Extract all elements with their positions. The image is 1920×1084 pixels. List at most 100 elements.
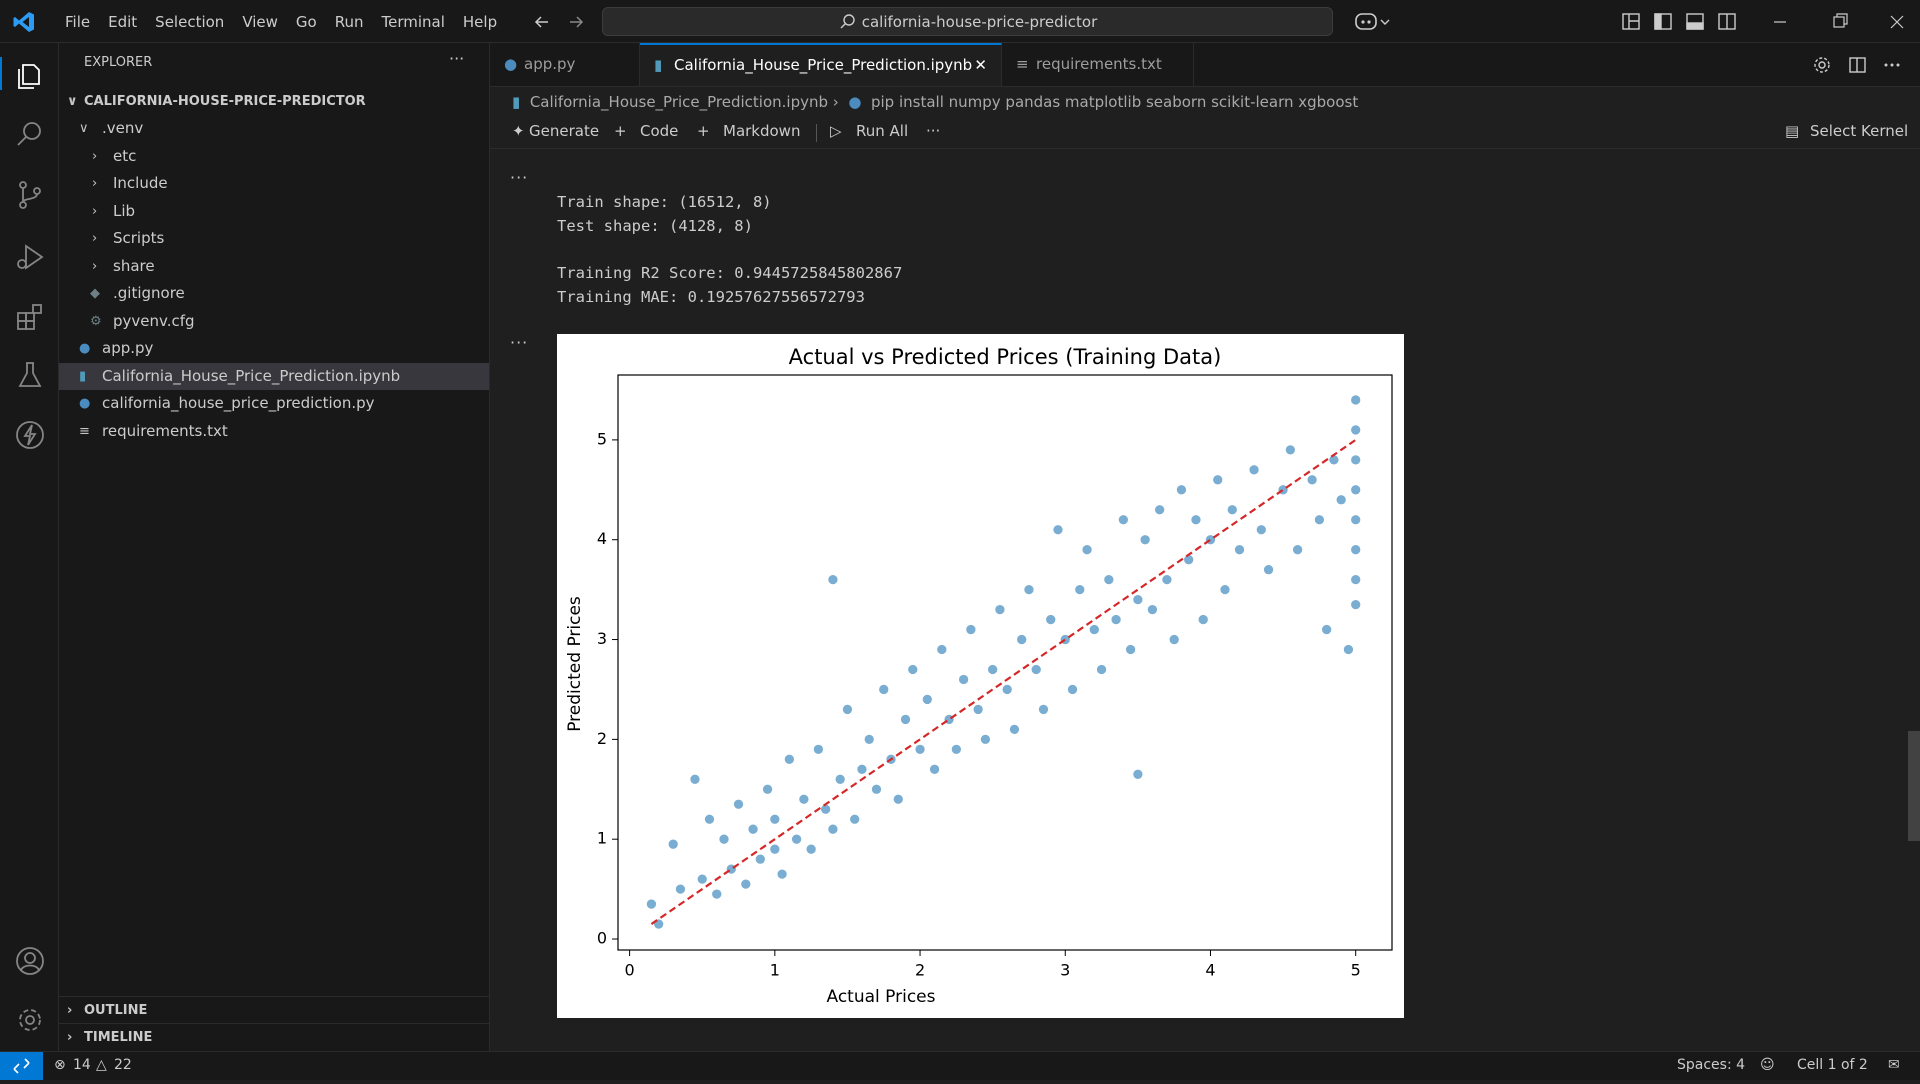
search-view-icon[interactable]: [14, 118, 46, 150]
output-menu[interactable]: ···: [510, 168, 529, 187]
error-count[interactable]: 14: [73, 1057, 91, 1073]
run-debug-icon[interactable]: [14, 241, 46, 273]
scatter-point: [1074, 584, 1086, 595]
command-center[interactable]: california-house-price-predictor: [602, 7, 1333, 36]
warning-count[interactable]: 22: [114, 1057, 132, 1073]
notifications[interactable]: ✉: [1888, 1057, 1900, 1073]
tree-label: pyvenv.cfg: [113, 312, 195, 330]
editor-actions[interactable]: [1812, 54, 1912, 76]
nav-arrows[interactable]: [532, 12, 612, 32]
tree-label: Scripts: [113, 229, 165, 247]
scatter-point: [1045, 614, 1057, 625]
scatter-point: [1335, 494, 1347, 506]
menu-item[interactable]: Terminal: [381, 12, 445, 31]
tree-item[interactable]: ● app.py: [59, 335, 489, 362]
y-axis-label: Predicted Prices: [565, 596, 585, 732]
editor-tab-active[interactable]: ▮ California_House_Price_Prediction.ipynb…: [640, 43, 1002, 86]
breadcrumb-item[interactable]: California_House_Price_Prediction.ipynb: [529, 93, 829, 111]
scatter-point: [827, 574, 839, 585]
scatter-point: [1234, 544, 1245, 556]
x-axis-label: Actual Prices: [827, 987, 936, 1007]
extensions-icon[interactable]: [14, 301, 46, 333]
more-button[interactable]: ···: [926, 122, 941, 140]
tree-item[interactable]: › etc: [59, 143, 489, 170]
scatter-point: [1110, 614, 1122, 625]
scatter-point: [842, 704, 853, 715]
tree-item[interactable]: › Include: [59, 170, 489, 197]
workspace-root[interactable]: ∨ CALIFORNIA-HOUSE-PRICE-PREDICTOR: [59, 88, 489, 115]
output-menu[interactable]: ···: [510, 333, 529, 352]
tree-item[interactable]: ≡ requirements.txt: [59, 418, 489, 445]
y-tick-label: 3: [597, 629, 607, 648]
scatter-point: [1350, 599, 1362, 610]
scatter-point: [1023, 584, 1035, 595]
window-controls[interactable]: [1762, 11, 1920, 33]
y-tick-label: 2: [597, 729, 607, 748]
add-markdown-button[interactable]: Markdown: [723, 122, 801, 140]
menu-item[interactable]: View: [242, 12, 278, 31]
menu-item[interactable]: File: [65, 12, 91, 31]
kernel-button[interactable]: Select Kernel: [1810, 122, 1909, 140]
scatter-point: [1096, 664, 1107, 675]
status-item[interactable]: Cell 1 of 2: [1797, 1057, 1868, 1073]
tree-item[interactable]: ● california_house_price_prediction.py: [59, 390, 489, 417]
tree-item[interactable]: ◆ .gitignore: [59, 280, 489, 307]
status-item[interactable]: Spaces: 4: [1677, 1057, 1746, 1073]
tree-item[interactable]: ∨ .venv: [59, 115, 489, 142]
tree-item[interactable]: › Scripts: [59, 225, 489, 252]
accounts-icon[interactable]: [14, 945, 46, 977]
outline-section[interactable]: › OUTLINE: [59, 996, 489, 1024]
tree-item-selected[interactable]: ▮ California_House_Price_Prediction.ipynb: [59, 363, 489, 390]
scatter-point: [1132, 768, 1144, 780]
tree-label: .venv: [102, 119, 144, 137]
scatter-point: [1350, 544, 1362, 556]
toolbar-icon: ✦: [512, 122, 525, 140]
remote-button[interactable]: [0, 1052, 43, 1080]
x-tick-label: 4: [1205, 961, 1215, 980]
scrollbar-thumb[interactable]: [1908, 731, 1920, 841]
tree-item[interactable]: › Lib: [59, 198, 489, 225]
tree-item[interactable]: ⚙ pyvenv.cfg: [59, 308, 489, 335]
scatter-point: [1030, 664, 1042, 675]
scatter-point: [740, 878, 752, 890]
search-icon: [840, 13, 855, 28]
scatter-point: [1219, 584, 1231, 595]
menu-item[interactable]: Run: [334, 12, 364, 31]
explorer-icon[interactable]: [14, 59, 46, 91]
app-logo: [13, 12, 34, 32]
scatter-point: [1067, 684, 1078, 695]
settings-icon[interactable]: [14, 1004, 46, 1036]
testing-icon[interactable]: [14, 359, 46, 391]
run-all-button[interactable]: Run All: [856, 122, 909, 140]
scatter-point: [900, 714, 911, 725]
editor-tab[interactable]: ● app.py: [490, 43, 640, 86]
copilot-icon[interactable]: [1354, 10, 1394, 34]
scatter-point: [762, 783, 773, 795]
scatter-point: [667, 838, 679, 850]
add-code-button[interactable]: Code: [640, 122, 679, 140]
scatter-point: [747, 823, 759, 835]
editor-tab[interactable]: ≡ requirements.txt: [1002, 43, 1194, 86]
menu-item[interactable]: Help: [462, 12, 498, 31]
breadcrumb-item[interactable]: pip install numpy pandas matplotlib seab…: [870, 93, 1359, 111]
scatter-point: [1081, 544, 1093, 556]
source-control-icon[interactable]: [14, 179, 46, 211]
tree-item[interactable]: › share: [59, 253, 489, 280]
more-actions[interactable]: ···: [449, 49, 465, 68]
menu-item[interactable]: Edit: [108, 12, 138, 31]
extension-icon[interactable]: [14, 419, 46, 451]
layout-controls[interactable]: [1620, 11, 1740, 33]
toolbar-icon: ▷: [830, 122, 842, 140]
scatter-point: [1001, 684, 1013, 695]
timeline-section[interactable]: › TIMELINE: [59, 1023, 489, 1051]
scatter-point: [1248, 464, 1260, 476]
scatter-point: [1321, 624, 1333, 635]
remote-icon: [13, 1058, 30, 1074]
toolbar-icon: +: [697, 122, 710, 140]
generate-button[interactable]: Generate: [529, 122, 600, 140]
scatter-point: [754, 853, 766, 865]
menu-item[interactable]: Selection: [155, 12, 225, 31]
scatter-point: [1139, 534, 1151, 546]
menu-item[interactable]: Go: [295, 12, 317, 31]
chart-output: Actual vs Predicted Prices (Training Dat…: [557, 334, 1404, 1018]
